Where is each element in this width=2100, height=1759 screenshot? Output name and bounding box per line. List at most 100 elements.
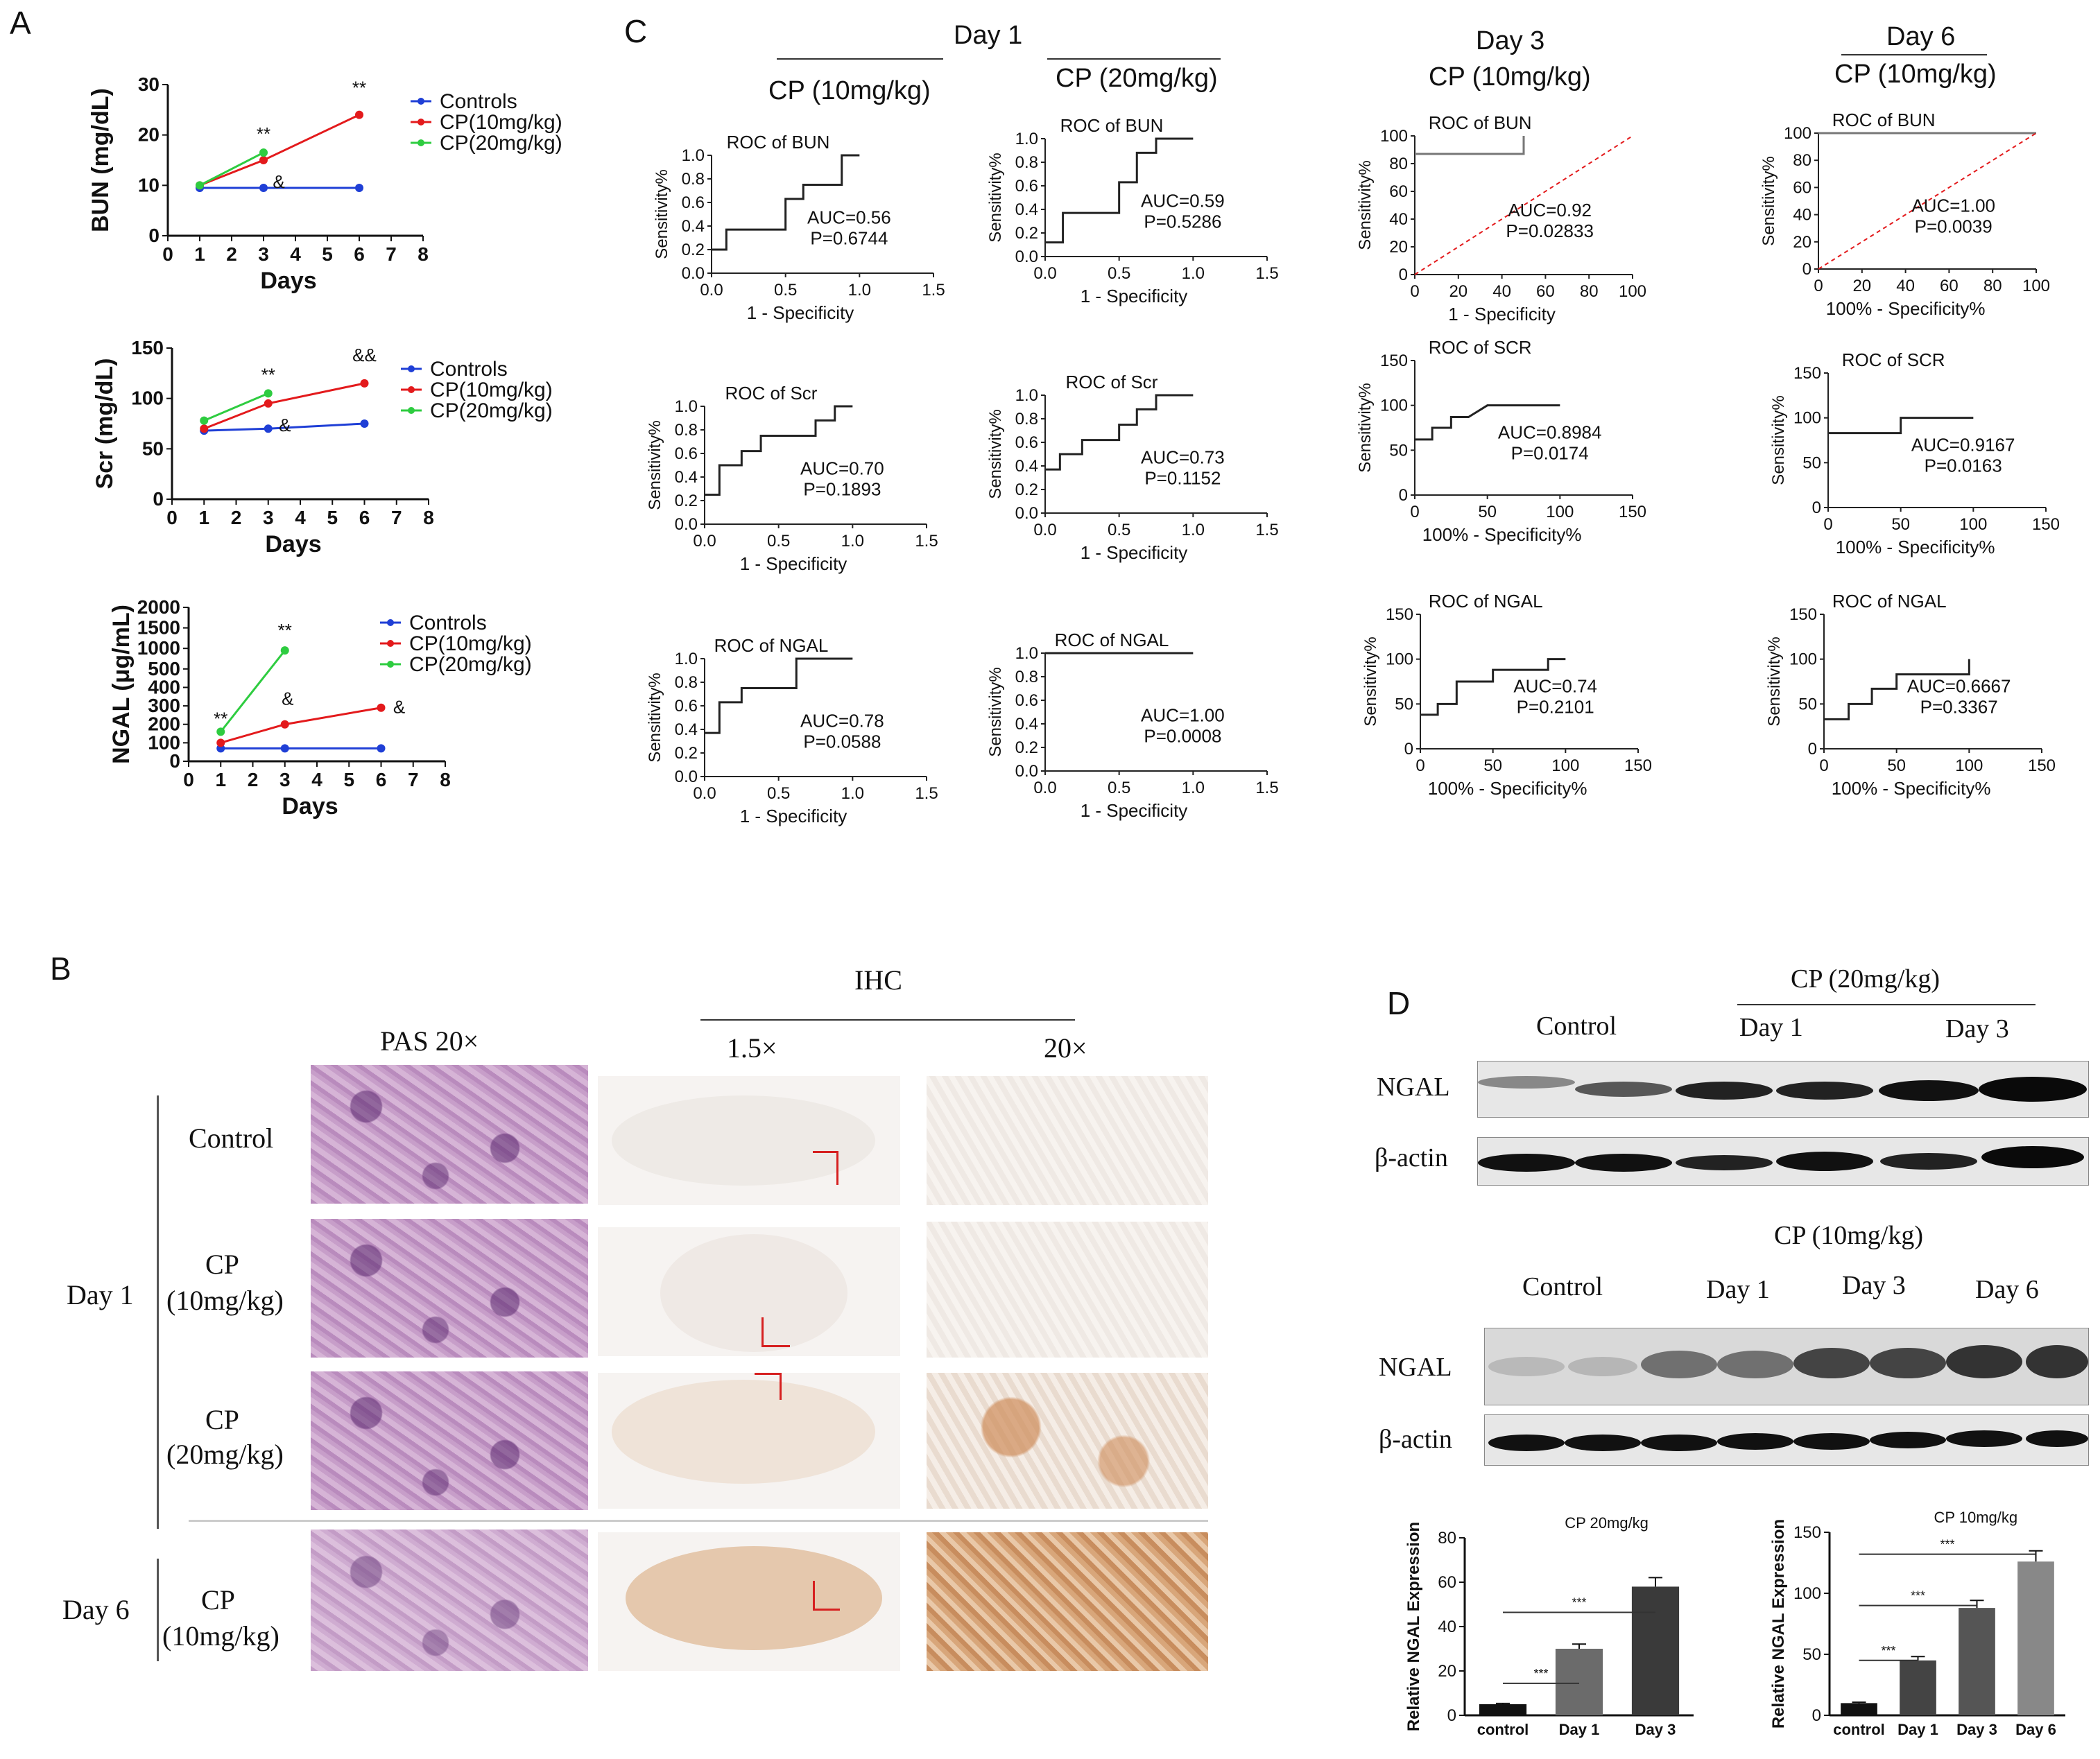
y-tick-label: 150: [131, 337, 164, 358]
y-axis-title: Relative NGAL Expression: [1404, 1522, 1423, 1731]
x-tick-label: 7: [386, 243, 397, 265]
x-axis-title: 100% - Specificity%: [1832, 778, 1991, 799]
y-tick-label: 150: [1386, 605, 1413, 624]
x-tick-label: 6: [376, 769, 387, 790]
ihc-high-image-cp10: [927, 1222, 1208, 1358]
pas-image-cp10: [311, 1219, 588, 1358]
auc-value: AUC=0.70: [800, 458, 884, 479]
y-tick-label: 0.8: [682, 170, 705, 189]
x-tick-label: 5: [322, 243, 333, 265]
top-actin-blot: [1477, 1137, 2089, 1186]
p-value: P=0.0039: [1915, 216, 1993, 237]
significance-mark: &: [282, 688, 293, 709]
bar: [1959, 1608, 1995, 1715]
y-tick-label: 0.0: [1015, 504, 1038, 523]
bar-chart: 0 50 100 150 control Day 1 Day 3 Day 6 CP 10mg/k…: [1769, 1509, 2065, 1738]
x-axis-title: Days: [265, 531, 321, 557]
x-tick-label: 5: [327, 507, 338, 528]
auc-value: AUC=0.59: [1141, 191, 1225, 211]
x-tick-label: 2: [231, 507, 242, 528]
top-day1: Day 1: [1739, 1013, 1803, 1042]
x-axis-title: 100% - Specificity%: [1428, 778, 1587, 799]
x-tick-label: 1.0: [1182, 521, 1205, 539]
data-point: [360, 419, 369, 428]
series-line: [199, 114, 360, 187]
series-line: [203, 382, 365, 430]
y-tick-label: 20: [1793, 233, 1811, 252]
x-tick-label: 1.0: [841, 532, 864, 551]
y-tick-label: 0.8: [675, 421, 698, 440]
y-tick-label: 100: [1386, 650, 1413, 669]
significance-mark: **: [278, 620, 292, 641]
series-line: [203, 392, 269, 422]
x-tick-label: 150: [2032, 515, 2060, 534]
y-tick-label: 0.2: [1015, 224, 1038, 243]
data-point: [259, 148, 268, 157]
y-tick-label: 0.8: [1015, 668, 1038, 686]
row-label-control: Control: [189, 1123, 274, 1154]
x-tick-label: 50: [1483, 756, 1502, 775]
x-axis-title: 100% - Specificity%: [1836, 537, 1995, 557]
y-axis-title: Sensitivity%: [1769, 395, 1788, 485]
x-axis-title: Days: [260, 268, 316, 294]
significance-mark: **: [214, 708, 227, 729]
roc-title: ROC of NGAL: [714, 635, 829, 656]
x-tick-label: 100: [1546, 503, 1574, 521]
y-tick-label: 0.4: [682, 217, 705, 236]
row-label-cp10-l2: (10mg/kg): [166, 1285, 284, 1316]
y-tick-label: 10: [138, 174, 160, 196]
y-tick-label: 40: [1438, 1618, 1456, 1636]
top-group-underline: [1737, 1004, 2036, 1005]
group-label: CP 10mg/kg: [1934, 1509, 2017, 1526]
panel-letter-b: B: [50, 951, 71, 987]
bottom-day3: Day 3: [1842, 1271, 1906, 1300]
significance-mark: &: [393, 697, 405, 718]
x-tick-label: 0.0: [1033, 521, 1056, 539]
x-tick-label: 2: [248, 769, 259, 790]
y-tick-label: 0.6: [682, 193, 705, 212]
y-tick-label: 80: [1793, 151, 1811, 170]
data-point: [216, 727, 225, 736]
p-value: P=0.1152: [1144, 468, 1221, 489]
bottom-ngal-label: NGAL: [1379, 1353, 1452, 1382]
auc-value: AUC=0.6667: [1907, 676, 2011, 697]
legend-marker: [387, 619, 394, 626]
x-tick-label: 3: [279, 769, 291, 790]
y-tick-label: 0.0: [1015, 248, 1038, 266]
y-axis-title: Sensitivity%: [646, 420, 664, 510]
x-tick-label: 150: [1619, 503, 1646, 521]
y-tick-label: 0.0: [675, 768, 698, 786]
x-tick-label: 1.5: [915, 532, 938, 551]
roc-title: ROC of Scr: [725, 383, 818, 404]
legend-label: Controls: [440, 90, 517, 113]
y-tick-label: 0.0: [682, 264, 705, 283]
kidney-section: [660, 1234, 847, 1352]
data-point: [264, 424, 273, 433]
mag-high-label: 20×: [1044, 1032, 1087, 1064]
y-tick-label: 200: [148, 713, 180, 735]
zoom-marker: [761, 1317, 790, 1347]
data-point: [264, 389, 273, 398]
category-label: Day 1: [1559, 1721, 1600, 1738]
x-tick-label: 100: [1955, 756, 1983, 775]
y-tick-label: 100: [131, 388, 164, 409]
x-tick-label: 2: [226, 243, 237, 265]
header-day3: Day 3: [1476, 26, 1545, 55]
y-tick-label: 50: [1389, 441, 1408, 460]
y-axis-title: Sensitivity%: [1765, 636, 1784, 726]
x-axis-title: 100% - Specificity%: [1422, 524, 1582, 545]
x-axis-title: 1 - Specificity: [740, 806, 847, 826]
ngal-chart: 0 1 2 3 4 5 6 7 80100200300400500100015002000Day…: [108, 596, 532, 820]
x-tick-label: 50: [1887, 756, 1906, 775]
roc-curve: [1828, 417, 1974, 435]
y-tick-label: 0: [1812, 499, 1821, 517]
roc-title: ROC of NGAL: [1429, 591, 1543, 612]
x-tick-label: 1.0: [1182, 779, 1205, 797]
y-tick-label: 1.0: [1015, 130, 1038, 148]
x-tick-label: 1.0: [848, 281, 871, 300]
data-point: [196, 183, 204, 192]
roc-title: ROC of BUN: [1060, 115, 1164, 136]
bar-chart: 0 20 40 60 80 control Day 1 Day 3 CP 20mg/kg Rela…: [1404, 1514, 1694, 1738]
x-tick-label: 1: [194, 243, 205, 265]
x-tick-label: 4: [290, 243, 301, 265]
